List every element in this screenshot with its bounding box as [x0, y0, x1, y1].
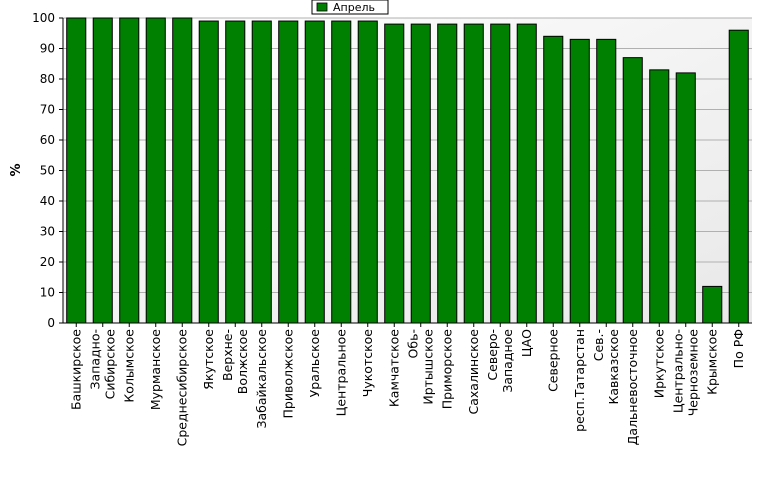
bars [66, 17, 749, 324]
bar [92, 17, 113, 324]
y-tick-label: 100 [32, 11, 55, 25]
bar [437, 23, 458, 324]
y-tick-label: 90 [40, 42, 55, 56]
bar [728, 29, 749, 324]
x-tick-label: Центральное [333, 329, 348, 417]
bar [172, 17, 193, 324]
y-tick-label: 30 [40, 225, 55, 239]
x-tick-label: Среднесибирское [174, 329, 189, 447]
bar [622, 57, 643, 324]
x-tick-label: Иркутское [651, 329, 666, 399]
x-tick-label: Западно- [87, 329, 102, 389]
x-tick-label: Дальневосточное [625, 329, 640, 446]
x-tick-label: Центрально- [670, 329, 685, 413]
x-tick-label: Северо- [485, 329, 500, 381]
legend-swatch [316, 2, 328, 12]
x-tick-label: Башкирское [68, 329, 83, 410]
x-tick-label: Обь- [405, 329, 420, 358]
y-tick-label: 50 [40, 164, 55, 178]
y-tick-label: 70 [40, 103, 55, 117]
bar [198, 20, 219, 324]
bar [596, 38, 617, 324]
x-tick-label: ЦАО [519, 329, 534, 357]
x-tick-label: Сахалинское [466, 329, 481, 415]
y-axis-title: % [9, 163, 24, 176]
x-tick-label: Приволжское [280, 329, 295, 419]
x-tick-label: По РФ [731, 329, 746, 369]
bar [66, 17, 87, 324]
x-tick-label: Колымское [121, 329, 136, 403]
x-tick-label: Сибирское [102, 329, 117, 400]
y-tick-label: 80 [40, 72, 55, 86]
bar [569, 38, 590, 324]
x-tick-label: Камчатское [386, 329, 401, 407]
bar [225, 20, 246, 324]
bar [145, 17, 166, 324]
y-tick-labels: 0 10 20 30 40 50 60 70 80 90 100 [32, 11, 63, 330]
bar [543, 35, 564, 324]
x-tick-label: респ.Татарстан [572, 329, 587, 432]
x-tick-label: Забайкальское [254, 329, 269, 429]
bar [463, 23, 484, 324]
x-tick-label: Уральское [307, 329, 322, 398]
x-tick-label: Кавказское [606, 329, 621, 405]
x-tick-label: Мурманское [148, 329, 163, 410]
x-tick-label: Чукотское [360, 329, 375, 398]
x-tick-label: Крымское [704, 329, 719, 395]
x-tick-label: Черноземное [685, 329, 700, 417]
x-tick-label: Западное [500, 329, 515, 393]
y-tick-label: 0 [47, 316, 55, 330]
y-tick-label: 60 [40, 133, 55, 147]
x-tick-label: Верхне- [220, 329, 235, 381]
x-tick-label: Волжское [235, 329, 250, 395]
legend: Апрель [311, 0, 389, 15]
bar [357, 20, 378, 324]
bar [331, 20, 352, 324]
bar [490, 23, 511, 324]
y-tick-label: 40 [40, 194, 55, 208]
x-tick-label: Сев.- [591, 329, 606, 361]
x-tick-labels: Башкирское Западно- Сибирское Колымское Мурм… [68, 323, 746, 446]
legend-box [311, 0, 389, 15]
x-tick-label: Иртышское [420, 329, 435, 405]
y-tick-label: 20 [40, 255, 55, 269]
x-tick-label: Северное [545, 329, 560, 392]
bar [278, 20, 299, 324]
y-tick-label: 10 [40, 286, 55, 300]
bar [119, 17, 140, 324]
bar [516, 23, 537, 324]
x-tick-label: Приморское [439, 329, 454, 410]
bar [675, 72, 696, 324]
legend-label: Апрель [333, 1, 375, 14]
bar [702, 285, 723, 324]
bar [384, 23, 405, 324]
bar [304, 20, 325, 324]
bar [410, 23, 431, 324]
bar [649, 69, 670, 324]
bar [251, 20, 272, 324]
x-tick-label: Якутское [201, 329, 216, 390]
